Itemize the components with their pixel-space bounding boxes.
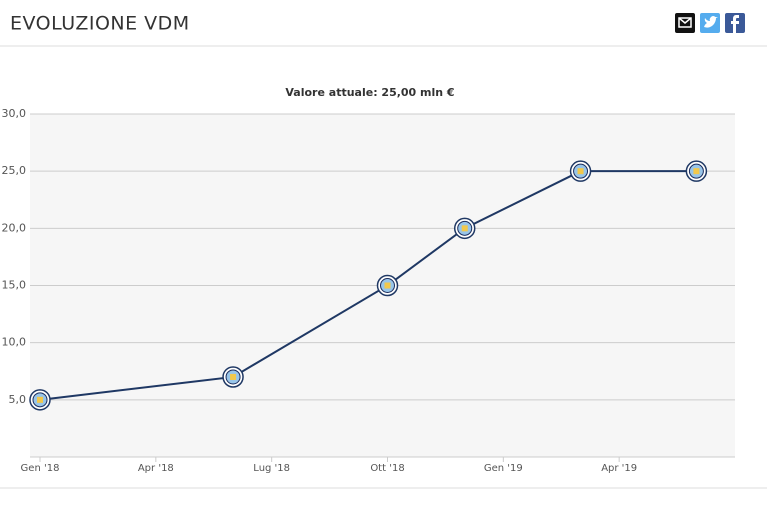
point-marker (376, 274, 399, 297)
x-tick-label: Apr '18 (138, 463, 174, 474)
twitter-icon[interactable] (700, 13, 720, 33)
marker-shield (384, 282, 391, 289)
x-tick-label: Gen '19 (484, 463, 523, 474)
x-tick-label: Lug '18 (253, 463, 290, 474)
point-marker (453, 217, 476, 240)
widget-title: EVOLUZIONE VDM (10, 13, 190, 35)
y-tick-label: 25,0 (2, 164, 27, 177)
point-marker (685, 160, 708, 182)
y-tick-label: 10,0 (2, 336, 27, 349)
marker-shield (577, 168, 584, 175)
marker-shield (230, 373, 237, 380)
marker-shield (461, 225, 468, 232)
x-tick-label: Ott '18 (370, 463, 404, 474)
email-icon[interactable] (675, 13, 695, 33)
y-tick-label: 15,0 (2, 279, 27, 292)
x-tick-label: Apr '19 (601, 463, 637, 474)
y-tick-label: 30,0 (2, 107, 27, 120)
point-marker (569, 160, 592, 182)
marker-shield (693, 168, 700, 175)
facebook-icon[interactable] (725, 13, 745, 33)
line (39, 170, 697, 401)
y-tick-label: 5,0 (9, 393, 27, 406)
y-tick-label: 20,0 (2, 221, 27, 234)
point-marker (222, 366, 244, 388)
x-tick-label: Gen '18 (21, 463, 60, 474)
point-marker (29, 389, 51, 411)
marker-shield (37, 396, 43, 403)
chart-subtitle: Valore attuale: 25,00 mln € (285, 86, 454, 99)
